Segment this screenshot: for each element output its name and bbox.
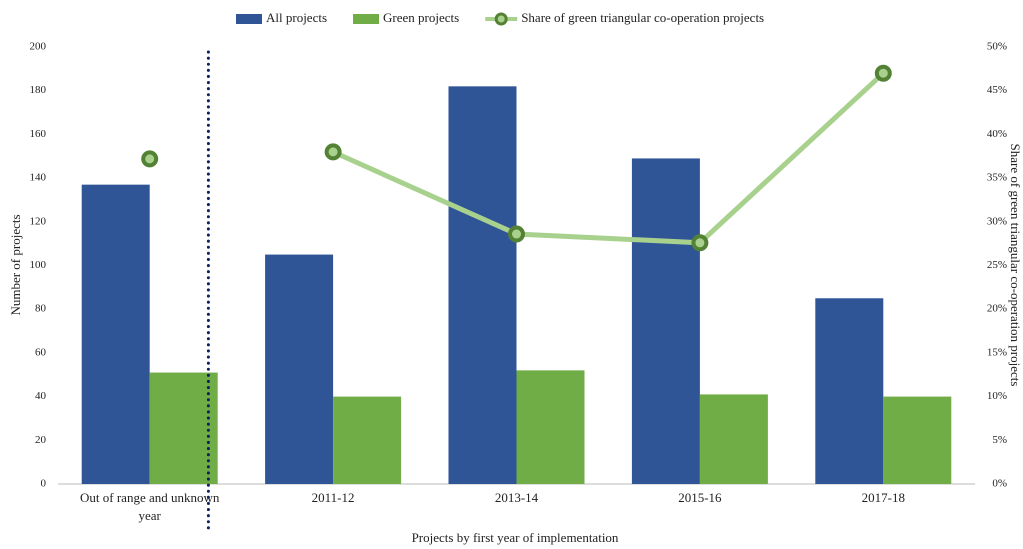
bar: [265, 254, 334, 484]
x-tick-label: 2015-16: [678, 490, 722, 505]
bar: [815, 298, 884, 484]
line: [332, 71, 885, 246]
x-tick-label: 2013-14: [495, 490, 539, 505]
legend-swatch: [494, 12, 508, 26]
y2-tick-label: 35%: [987, 172, 1007, 184]
y2-tick-label: 20%: [987, 303, 1007, 315]
y-tick-label: 80: [35, 303, 47, 315]
y2-axis-label: Share of green triangular co-operation p…: [1008, 144, 1023, 387]
legend-swatch: [236, 14, 262, 24]
y2-tick-label: 0%: [992, 478, 1007, 490]
y2-tick-label: 15%: [987, 346, 1007, 358]
legend-label: All projects: [266, 10, 327, 25]
y2-tick-label: 5%: [992, 434, 1007, 446]
y-tick-label: 200: [30, 41, 47, 53]
line-marker: [508, 225, 525, 243]
line-marker: [141, 150, 159, 168]
legend-label: Share of green triangular co-operation p…: [521, 10, 764, 25]
x-tick-label: 2011-12: [312, 490, 355, 505]
line-marker: [874, 64, 892, 82]
y2-tick-label: 45%: [987, 84, 1007, 96]
y2-tick-label: 25%: [987, 259, 1007, 271]
y2-tick-label: 40%: [987, 128, 1007, 140]
y-tick-label: 20: [35, 434, 47, 446]
bar: [448, 86, 517, 484]
bar: [333, 396, 402, 484]
y-tick-label: 0: [41, 478, 47, 490]
y-axis-label: Number of projects: [8, 214, 23, 315]
x-tick-label: Out of range and unknown year: [80, 490, 220, 523]
y2-tick-label: 30%: [987, 215, 1007, 227]
y-tick-label: 180: [30, 84, 47, 96]
y2-tick-label: 10%: [987, 390, 1007, 402]
y-tick-label: 60: [35, 346, 47, 358]
y-tick-label: 120: [30, 215, 47, 227]
bar: [631, 158, 700, 484]
legend-label: Green projects: [383, 10, 459, 25]
y-tick-label: 100: [30, 259, 47, 271]
bar: [883, 396, 952, 484]
y-tick-label: 40: [35, 390, 47, 402]
legend-swatch: [353, 14, 380, 24]
bar: [699, 394, 768, 484]
bar: [149, 372, 218, 484]
line-marker: [691, 234, 709, 252]
bar: [516, 370, 585, 484]
x-tick-label: 2017-18: [862, 490, 905, 505]
x-axis-label: Projects by first year of implementation: [412, 530, 619, 545]
y-tick-label: 140: [30, 172, 47, 184]
y-tick-label: 160: [30, 128, 47, 140]
y2-tick-label: 50%: [987, 41, 1007, 53]
line-marker: [324, 143, 342, 161]
bar: [81, 184, 150, 484]
